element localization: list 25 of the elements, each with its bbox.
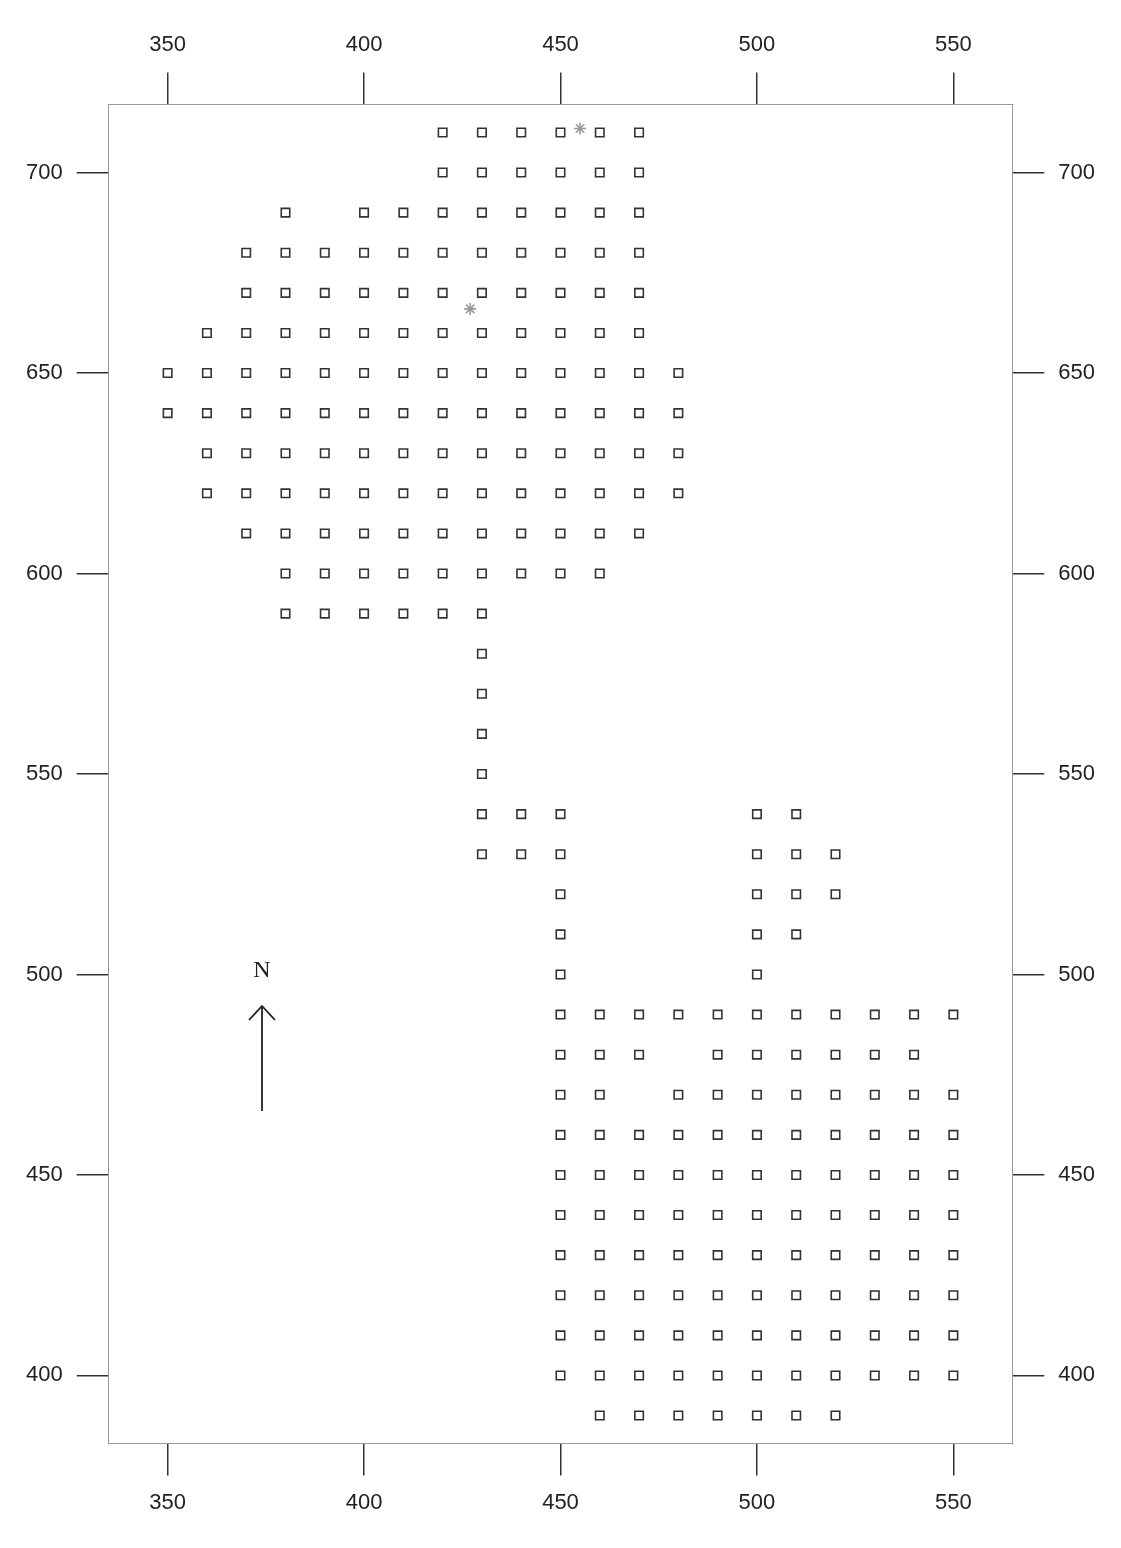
y-tick-label: 650 [25, 359, 63, 385]
y2-tick-label: 600 [1058, 559, 1096, 585]
x-tick-label: 500 [738, 1488, 776, 1514]
y2-tick-label: 450 [1058, 1161, 1096, 1187]
x2-tick-label: 550 [935, 31, 972, 57]
x-tick-label: 450 [542, 1488, 579, 1514]
y-tick-label: 700 [25, 158, 63, 184]
y-tick-label: 400 [25, 1361, 63, 1387]
annotation: N [252, 956, 272, 983]
y2-tick-label: 650 [1058, 359, 1096, 385]
y-tick-label: 450 [25, 1161, 63, 1187]
y-tick-label: 500 [25, 960, 63, 986]
x2-tick-label: 500 [738, 31, 776, 57]
y-tick-label: 600 [25, 559, 63, 585]
x2-tick-label: 350 [149, 31, 186, 57]
x-tick-label: 350 [149, 1488, 186, 1514]
x2-tick-label: 400 [345, 31, 383, 57]
y2-tick-label: 500 [1058, 960, 1096, 986]
y-tick-label: 550 [25, 760, 63, 786]
y2-tick-label: 550 [1058, 760, 1096, 786]
x2-tick-label: 450 [542, 31, 579, 57]
y2-tick-label: 400 [1058, 1361, 1096, 1387]
y2-tick-label: 700 [1058, 158, 1096, 184]
x-tick-label: 550 [935, 1488, 972, 1514]
x-tick-label: 400 [345, 1488, 383, 1514]
